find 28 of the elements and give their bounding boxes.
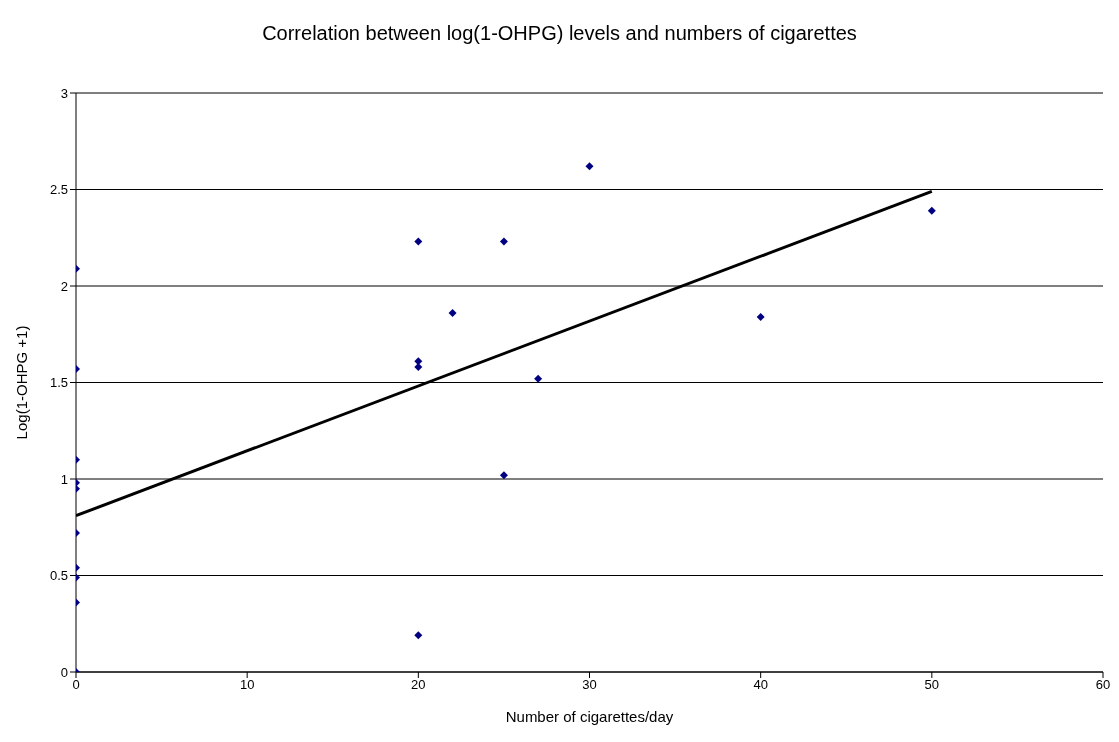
point — [927, 206, 936, 215]
point — [534, 374, 543, 383]
y-axis-title: Log(1-OHPG +1) — [13, 325, 31, 440]
y-tick-label: 3 — [60, 85, 68, 101]
point — [499, 471, 508, 480]
point — [414, 363, 423, 372]
point — [585, 162, 594, 171]
x-tick-label: 10 — [239, 677, 255, 693]
x-axis-title: Number of cigarettes/day — [505, 708, 674, 725]
y-tick-label: 0.5 — [49, 568, 68, 584]
x-tick-label: 60 — [1095, 677, 1111, 693]
point — [414, 631, 423, 640]
point — [414, 237, 423, 246]
y-tick-label: 1.5 — [49, 375, 68, 391]
y-tick-label: 0 — [60, 664, 68, 680]
y-tick-label: 2 — [60, 278, 68, 294]
y-tick-label: 2.5 — [49, 182, 68, 198]
point — [756, 312, 765, 321]
y-tick-label: 1 — [60, 471, 68, 487]
x-tick-label: 0 — [72, 677, 80, 693]
x-tick-label: 20 — [411, 677, 426, 693]
point — [499, 237, 508, 246]
point — [414, 357, 423, 366]
point — [448, 309, 457, 318]
x-tick-label: 30 — [582, 677, 597, 693]
x-tick-label: 40 — [753, 677, 768, 693]
x-tick-label: 50 — [924, 677, 940, 693]
chart-title: Correlation between log(1-OHPG) levels and numbers of cigarettes — [261, 21, 858, 46]
